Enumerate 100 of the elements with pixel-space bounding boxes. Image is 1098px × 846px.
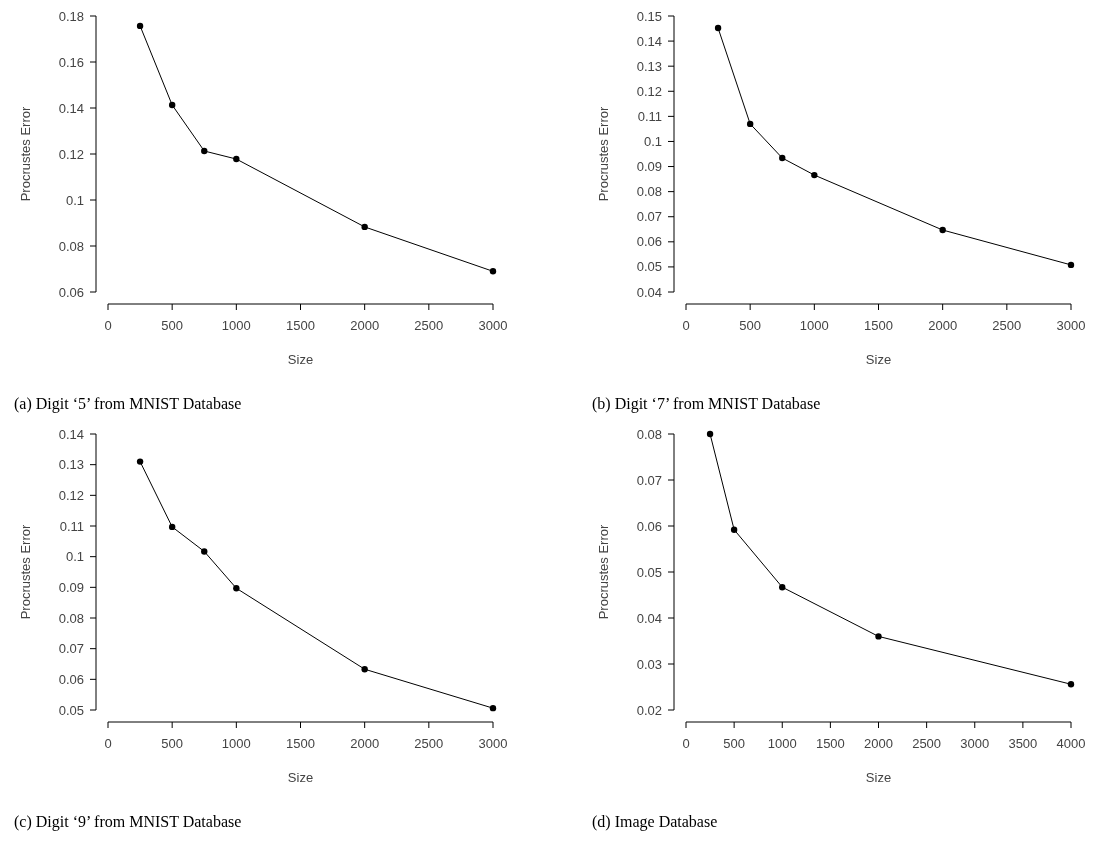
x-tick-label: 1000	[221, 736, 251, 751]
y-tick-label: 0.15	[636, 8, 662, 24]
x-axis-title: Size	[287, 770, 314, 785]
y-tick-label: 0.14	[636, 33, 662, 49]
point	[939, 226, 946, 234]
x-tick-label: 3000	[1056, 318, 1086, 333]
point	[361, 666, 368, 673]
x-tick-label: 3000	[478, 736, 508, 751]
point	[779, 583, 786, 591]
y-tick-label: 0.13	[58, 457, 84, 473]
x-tick-label: 0	[682, 318, 690, 333]
point	[168, 101, 176, 109]
point	[1067, 261, 1075, 269]
y-tick-label: 0.12	[58, 146, 84, 162]
x-tick-label: 500	[161, 736, 184, 751]
text: (c) Digit ‘9’ from MNIST Database	[14, 813, 242, 831]
x-tick-label: 4000	[1056, 736, 1086, 751]
point	[706, 430, 714, 438]
point	[746, 120, 754, 128]
x-tick-label: 1500	[815, 736, 845, 751]
y-axis-title: Procrustes Error	[596, 524, 611, 620]
x-tick-label: 1000	[799, 318, 829, 333]
y-axis-title: Procrustes Error	[18, 106, 33, 202]
x-tick-label: 2000	[928, 318, 958, 333]
y-axis-title: Procrustes Error	[18, 524, 33, 620]
y-tick-label: 0.06	[58, 671, 84, 687]
y-tick-label: 0.12	[58, 487, 84, 503]
y-axis-title: Procrustes Error	[596, 106, 611, 202]
x-tick-label: 2500	[414, 736, 444, 751]
y-tick-label: 0.04	[636, 284, 662, 300]
x-tick-label: 3000	[478, 318, 508, 333]
y-tick-label: 0.12	[636, 83, 662, 99]
x-tick-label: 1000	[767, 736, 797, 751]
x-tick-label: 2500	[414, 318, 444, 333]
point	[233, 585, 240, 592]
x-tick-label: 2000	[864, 736, 893, 751]
point	[875, 633, 882, 640]
point	[201, 548, 208, 555]
x-tick-label: 500	[739, 318, 762, 333]
x-tick-label: 2000	[350, 736, 380, 751]
y-tick-label: 0.18	[58, 8, 84, 24]
x-tick-label: 0	[104, 736, 112, 751]
x-tick-label: 1500	[286, 736, 315, 751]
y-tick-label: 0.08	[636, 184, 662, 200]
y-tick-label: 0.13	[636, 58, 662, 74]
y-tick-label: 0.09	[58, 579, 84, 595]
x-tick-label: 500	[723, 736, 745, 751]
y-tick-label: 0.09	[636, 159, 662, 175]
point	[201, 147, 208, 155]
y-tick-label: 0.07	[636, 472, 662, 488]
y-tick-label: 0.07	[636, 209, 662, 225]
y-tick-label: 0.04	[636, 610, 662, 626]
y-tick-label: 0.06	[636, 234, 662, 250]
y-tick-label: 0.05	[636, 564, 662, 580]
y-tick-label: 0.11	[59, 518, 84, 534]
y-tick-label: 0.1	[65, 192, 84, 208]
x-tick-label: 1500	[864, 318, 893, 333]
x-axis-title: Size	[865, 352, 892, 367]
x-axis-title: Size	[865, 770, 892, 785]
x-tick-label: 1000	[221, 318, 251, 333]
point	[489, 268, 497, 275]
x-tick-label: 2000	[350, 318, 380, 333]
point	[811, 171, 818, 179]
text: (d) Image Database	[592, 813, 718, 831]
x-tick-label: 3000	[960, 736, 990, 751]
x-tick-label: 0	[682, 736, 690, 751]
y-tick-label: 0.16	[58, 54, 84, 70]
y-tick-label: 0.1	[65, 549, 84, 565]
point	[361, 223, 368, 231]
y-tick-label: 0.14	[58, 426, 84, 442]
y-tick-label: 0.06	[58, 284, 84, 300]
x-axis-title: Size	[287, 352, 314, 367]
y-tick-label: 0.08	[636, 426, 662, 442]
x-tick-label: 2500	[912, 736, 942, 751]
y-tick-label: 0.07	[58, 641, 84, 657]
x-tick-label: 2500	[992, 318, 1022, 333]
y-tick-label: 0.08	[58, 610, 84, 626]
point	[714, 24, 722, 32]
point	[779, 154, 786, 162]
y-tick-label: 0.02	[636, 702, 662, 718]
point	[489, 704, 497, 712]
y-tick-label: 0.06	[636, 518, 662, 534]
y-tick-label: 0.1	[643, 134, 662, 149]
point	[136, 458, 144, 465]
y-tick-label: 0.03	[636, 656, 662, 672]
text: (a) Digit ‘5’ from MNIST Database	[14, 395, 242, 413]
text: (b) Digit ‘7’ from MNIST Database	[592, 395, 821, 413]
point	[730, 526, 738, 533]
point	[1067, 681, 1075, 688]
point	[233, 155, 240, 163]
x-tick-label: 1500	[286, 318, 315, 333]
point	[136, 22, 144, 30]
x-tick-label: 500	[161, 318, 184, 333]
y-tick-label: 0.08	[58, 238, 84, 254]
y-tick-label: 0.05	[58, 702, 84, 718]
x-tick-label: 0	[104, 318, 112, 333]
y-tick-label: 0.11	[637, 108, 662, 124]
y-tick-label: 0.05	[636, 259, 662, 275]
point	[168, 523, 176, 531]
x-tick-label: 3500	[1008, 736, 1038, 751]
